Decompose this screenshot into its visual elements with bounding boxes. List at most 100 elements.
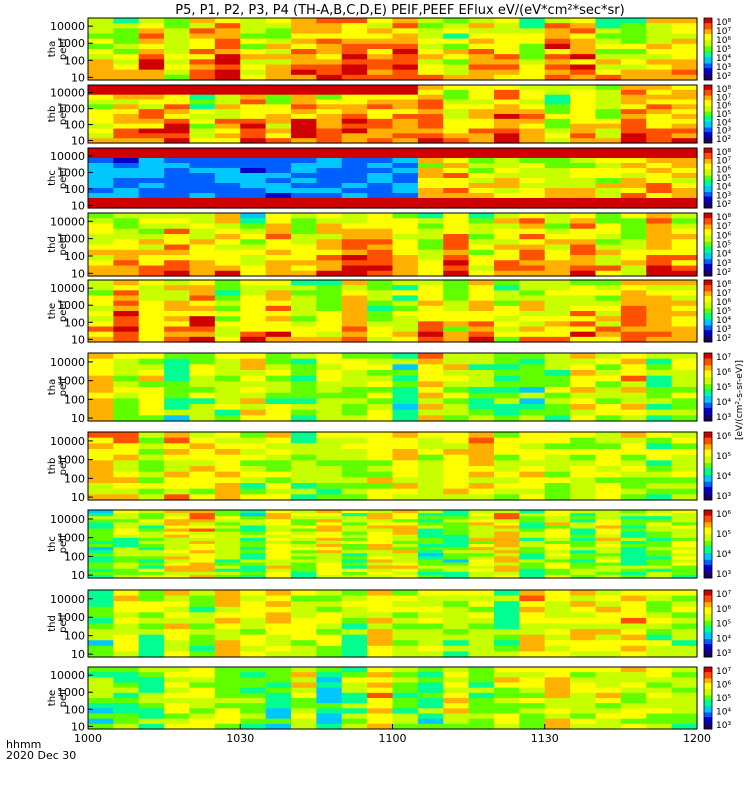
y-tick-label: 1000 [57,103,85,116]
spectrogram-cell [544,645,571,653]
spectrogram-cell [671,28,698,35]
spectrogram-cell [341,331,368,338]
spectrogram-cell [544,173,571,179]
colorbar-segment [704,95,712,98]
spectrogram-cell [88,708,114,715]
spectrogram-cell [671,460,698,467]
spectrogram-cell [671,85,698,91]
spectrogram-cell [189,519,216,523]
colorbar-segment [704,169,712,171]
spectrogram-cell [164,163,191,169]
spectrogram-cell [519,522,546,527]
spectrogram-cell [164,571,191,576]
spectrogram-cell [417,173,444,179]
spectrogram-cell [138,494,165,501]
spectrogram-cell [392,153,419,159]
spectrogram-cell [443,703,470,709]
spectrogram-cell [417,178,444,184]
spectrogram-cell [544,713,571,720]
spectrogram-cell [367,553,394,557]
spectrogram-cell [138,534,165,539]
spectrogram-cell [240,651,267,658]
spectrogram-cell [468,595,495,602]
spectrogram-cell [570,590,597,597]
spectrogram-cell [570,249,597,256]
y-tick-label: 10000 [50,435,85,448]
spectrogram-cell [595,460,622,467]
spectrogram-cell [544,203,571,209]
spectrogram-cell [164,280,191,286]
spectrogram-cell [494,280,520,286]
colorbar-segment [704,197,712,200]
spectrogram-cell [595,239,622,246]
spectrogram-cell [88,483,114,490]
spectrogram-cell [570,331,597,338]
colorbar-tick-label: 10⁵ [716,174,731,184]
spectrogram-cell [88,300,114,307]
spectrogram-cell [214,316,241,322]
spectrogram-cell [189,358,216,365]
spectrogram-cell [595,617,622,625]
y-tick-label: 10000 [50,513,85,526]
spectrogram-cell [138,326,165,333]
spectrogram-cell [164,432,191,439]
spectrogram-cell [519,358,546,365]
colorbar-segment [704,216,712,219]
spectrogram-cell [570,723,597,730]
spectrogram-cell [214,18,241,24]
spectrogram-cell [88,645,114,653]
spectrogram-cell [570,629,597,636]
spectrogram-cell [291,270,317,277]
spectrogram-cell [113,534,140,539]
spectrogram-cell [544,158,571,164]
spectrogram-cell [544,687,571,694]
x-axis-label-hhmm: hhmm [6,738,41,751]
spectrogram-cell [671,617,698,625]
spectrogram-cell [164,364,191,371]
spectrogram-cell [265,612,292,619]
colorbar-tick-label: 10⁸ [716,85,731,95]
spectrogram-cell [316,525,343,530]
spectrogram-cell [341,290,368,297]
spectrogram-cell [595,173,622,179]
spectrogram-cell [189,38,216,45]
spectrogram-cell [494,381,520,388]
spectrogram-cell [291,437,317,444]
spectrogram-cell [671,74,698,81]
colorbar-segment [704,105,712,108]
spectrogram-cell [646,85,673,91]
spectrogram-cell [392,723,419,730]
spectrogram-cell [291,74,317,81]
colorbar-segment [704,253,712,257]
spectrogram-cell [367,519,394,523]
colorbar-segment [704,64,712,67]
spectrogram-cell [417,128,444,134]
spectrogram-cell [138,392,165,399]
spectrogram-cell [367,449,394,456]
spectrogram-cell [392,454,419,461]
spectrogram-cell [671,449,698,456]
spectrogram-cell [570,74,597,81]
spectrogram-cell [164,574,191,579]
spectrogram-cell [494,519,520,523]
spectrogram-cell [291,703,317,709]
spectrogram-cell [595,651,622,658]
spectrogram-cell [468,89,495,96]
colorbar-segment [704,620,712,623]
colorbar-segment [704,149,712,152]
colorbar-segment [704,39,712,42]
spectrogram-cell [367,513,394,517]
spectrogram-cell [88,494,114,501]
spectrogram-cell [443,718,470,725]
spectrogram-cell [646,239,673,246]
spectrogram-cell [570,375,597,382]
spectrogram-cell [240,228,267,235]
spectrogram-cell [189,443,216,450]
spectrogram-cell [620,18,647,24]
spectrogram-cell [646,203,673,209]
colorbar-segment [704,513,712,516]
spectrogram-cell [214,381,241,388]
spectrogram-cell [646,574,673,579]
spectrogram-cell [265,85,292,91]
spectrogram-cell [392,133,419,139]
